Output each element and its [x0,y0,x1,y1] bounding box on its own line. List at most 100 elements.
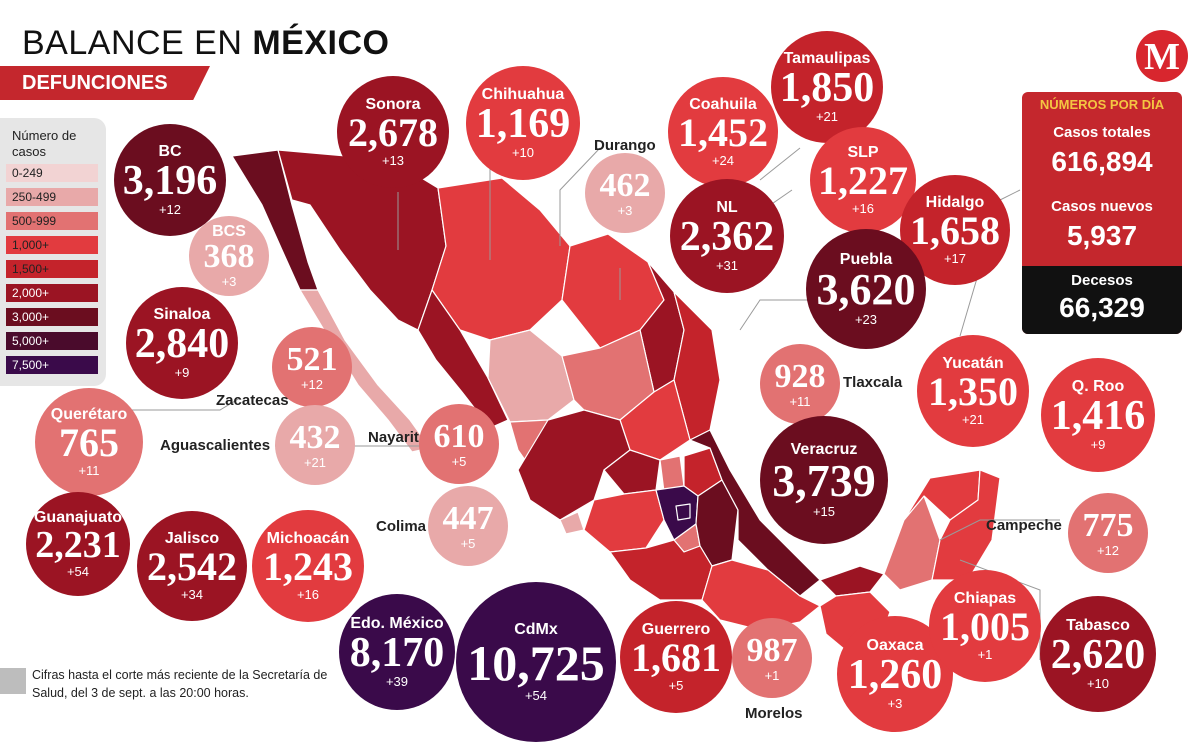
state-name: Veracruz [790,441,858,458]
state-daily-increase: +5 [668,678,684,693]
page-subtitle: DEFUNCIONES [22,72,168,94]
state-daily-increase: +1 [977,647,993,662]
state-deaths-value: 432 [289,418,341,456]
state-name: Tabasco [1066,617,1130,634]
state-daily-increase: +16 [296,587,320,602]
state-deaths-value: 2,362 [679,214,775,260]
state-daily-increase: +16 [851,201,875,216]
bubble-zacatecas: 521 +12 [272,327,352,407]
state-name: Edo. México [350,615,444,632]
bubble-sinaloa: Sinaloa 2,840 +9 [126,287,238,399]
map-state-sonora [277,149,447,331]
new-cases-value: 5,937 [1066,220,1138,251]
state-daily-increase: +10 [1086,676,1110,691]
state-label-morelos: Morelos [745,705,803,722]
title-light: BALANCE EN [22,24,253,62]
daily-numbers-heading: NÚMEROS POR DÍA [1022,92,1182,118]
state-deaths-value: 3,620 [816,265,916,314]
bubble-yucatan: Yucatán 1,350 +21 [917,335,1029,447]
state-label-durango: Durango [594,137,656,154]
bubble-aguascalientes: 432 +21 [275,405,355,485]
legend-label: 1,500+ [12,262,50,276]
bubble-colima: 447 +5 [428,486,508,566]
map-state-guanajuato [603,449,661,495]
milenio-logo: M [1136,30,1188,82]
state-deaths-value: 1,260 [847,652,943,698]
new-cases-label: Casos nuevos [1051,198,1153,215]
bubble-nl: NL 2,362 +31 [670,179,784,293]
state-daily-increase: +11 [78,463,100,478]
state-daily-increase: +34 [180,587,204,602]
bubble-michoacan: Michoacán 1,243 +16 [252,510,364,622]
state-name: Guerrero [641,621,711,638]
state-name: Tamaulipas [783,50,871,67]
legend-swatch [6,356,98,374]
bubble-coahuila: Coahuila 1,452 +24 [668,77,778,187]
legend-item: 1,500+ [6,260,98,278]
state-deaths-value: 2,840 [134,321,230,367]
bubble-tlaxcala: 928 +11 [760,344,840,424]
legend-swatch [6,164,98,182]
legend-swatch [6,188,98,206]
title-bold: MÉXICO [252,24,390,62]
state-daily-increase: +9 [174,365,190,380]
legend-swatch [6,212,98,230]
total-cases-value: 616,894 [1051,146,1153,177]
legend-label: 7,500+ [12,358,50,372]
state-deaths-value: 1,681 [631,635,721,680]
state-daily-increase: +5 [460,535,476,551]
bubble-puebla: Puebla 3,620 +23 [806,229,926,349]
state-deaths-value: 610 [433,417,485,455]
state-name: Oaxaca [866,637,924,654]
map-state-durango [487,329,575,423]
state-daily-increase: +12 [1096,542,1120,558]
state-daily-increase: +3 [887,696,903,711]
legend-swatch [6,260,98,278]
map-state-sinaloa [417,289,509,429]
bubble-tamaulipas: Tamaulipas 1,850 +21 [771,31,883,143]
legend-swatch [6,236,98,254]
bubble-chiapas: Chiapas 1,005 +1 [929,570,1041,682]
state-name: Jalisco [164,530,220,547]
bubble-nayarit: 610 +5 [419,404,499,484]
legend-title: Número de casos [12,128,77,159]
bubble-tabasco: Tabasco 2,620 +10 [1040,596,1156,712]
bubble-jalisco: Jalisco 2,542 +34 [137,511,247,621]
legend-label: 5,000+ [12,334,50,348]
state-label-zacatecas: Zacatecas [216,392,289,409]
state-label-colima: Colima [376,518,427,535]
legend-label: 500-999 [12,214,57,228]
state-name: NL [716,199,738,216]
state-label-nayarit: Nayarit [368,429,419,446]
state-name: Coahuila [689,96,757,113]
legend-label: 250-499 [12,190,57,204]
state-deaths-value: 1,850 [779,65,875,111]
bubble-edomex: Edo. México 8,170 +39 [339,594,455,710]
bubble-bcs: BCS 368 +3 [189,216,269,296]
state-deaths-value: 1,227 [818,158,908,203]
deaths-box [1022,266,1182,334]
state-deaths-value: 3,196 [122,158,218,204]
map-state-cdmx [675,503,691,521]
legend-label: 3,000+ [12,310,50,324]
map-state-michoacan [583,489,665,553]
footnote-marker [0,668,26,694]
state-name: Sinaloa [153,306,211,323]
state-name: Chiapas [953,590,1017,607]
map-state-chihuahua [431,177,571,341]
state-deaths-value: 368 [203,238,255,275]
state-daily-increase: +9 [1090,437,1106,452]
state-deaths-value: 2,678 [348,110,438,155]
legend-item: 2,000+ [6,284,98,302]
state-deaths-value: 1,350 [928,369,1018,414]
state-daily-increase: +21 [815,109,839,124]
state-name: Puebla [839,251,893,268]
state-daily-increase: +17 [943,251,967,266]
legend-label: 2,000+ [12,286,50,300]
state-label-campeche: Campeche [986,517,1062,534]
state-deaths-value: 2,231 [35,524,121,566]
bubble-chihuahua: Chihuahua 1,169 +10 [466,66,580,180]
state-label-tlaxcala: Tlaxcala [843,374,903,391]
state-name: SLP [847,144,879,161]
state-name: BCS [212,223,246,240]
